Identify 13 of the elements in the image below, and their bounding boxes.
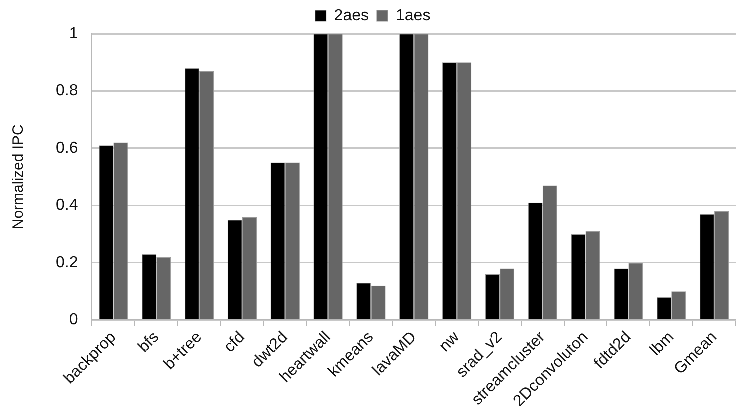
x-tick-label: lbm [647, 328, 678, 360]
legend-label: 1aes [396, 7, 431, 24]
x-tick-label: nw [436, 328, 464, 356]
y-axis-title: Normalized IPC [10, 124, 28, 230]
y-tick-label: 0.2 [56, 254, 78, 272]
y-tick-label: 0 [69, 312, 78, 329]
x-tick-label: cfd [221, 328, 248, 356]
y-tick-label: 0.4 [56, 197, 78, 214]
x-tick-label: bfs [135, 328, 163, 356]
y-tick-label: 0.8 [56, 82, 78, 100]
y-tick-label: 1 [69, 25, 78, 42]
legend-label: 2aes [334, 7, 370, 24]
y-tick-label: 0.6 [56, 140, 78, 157]
